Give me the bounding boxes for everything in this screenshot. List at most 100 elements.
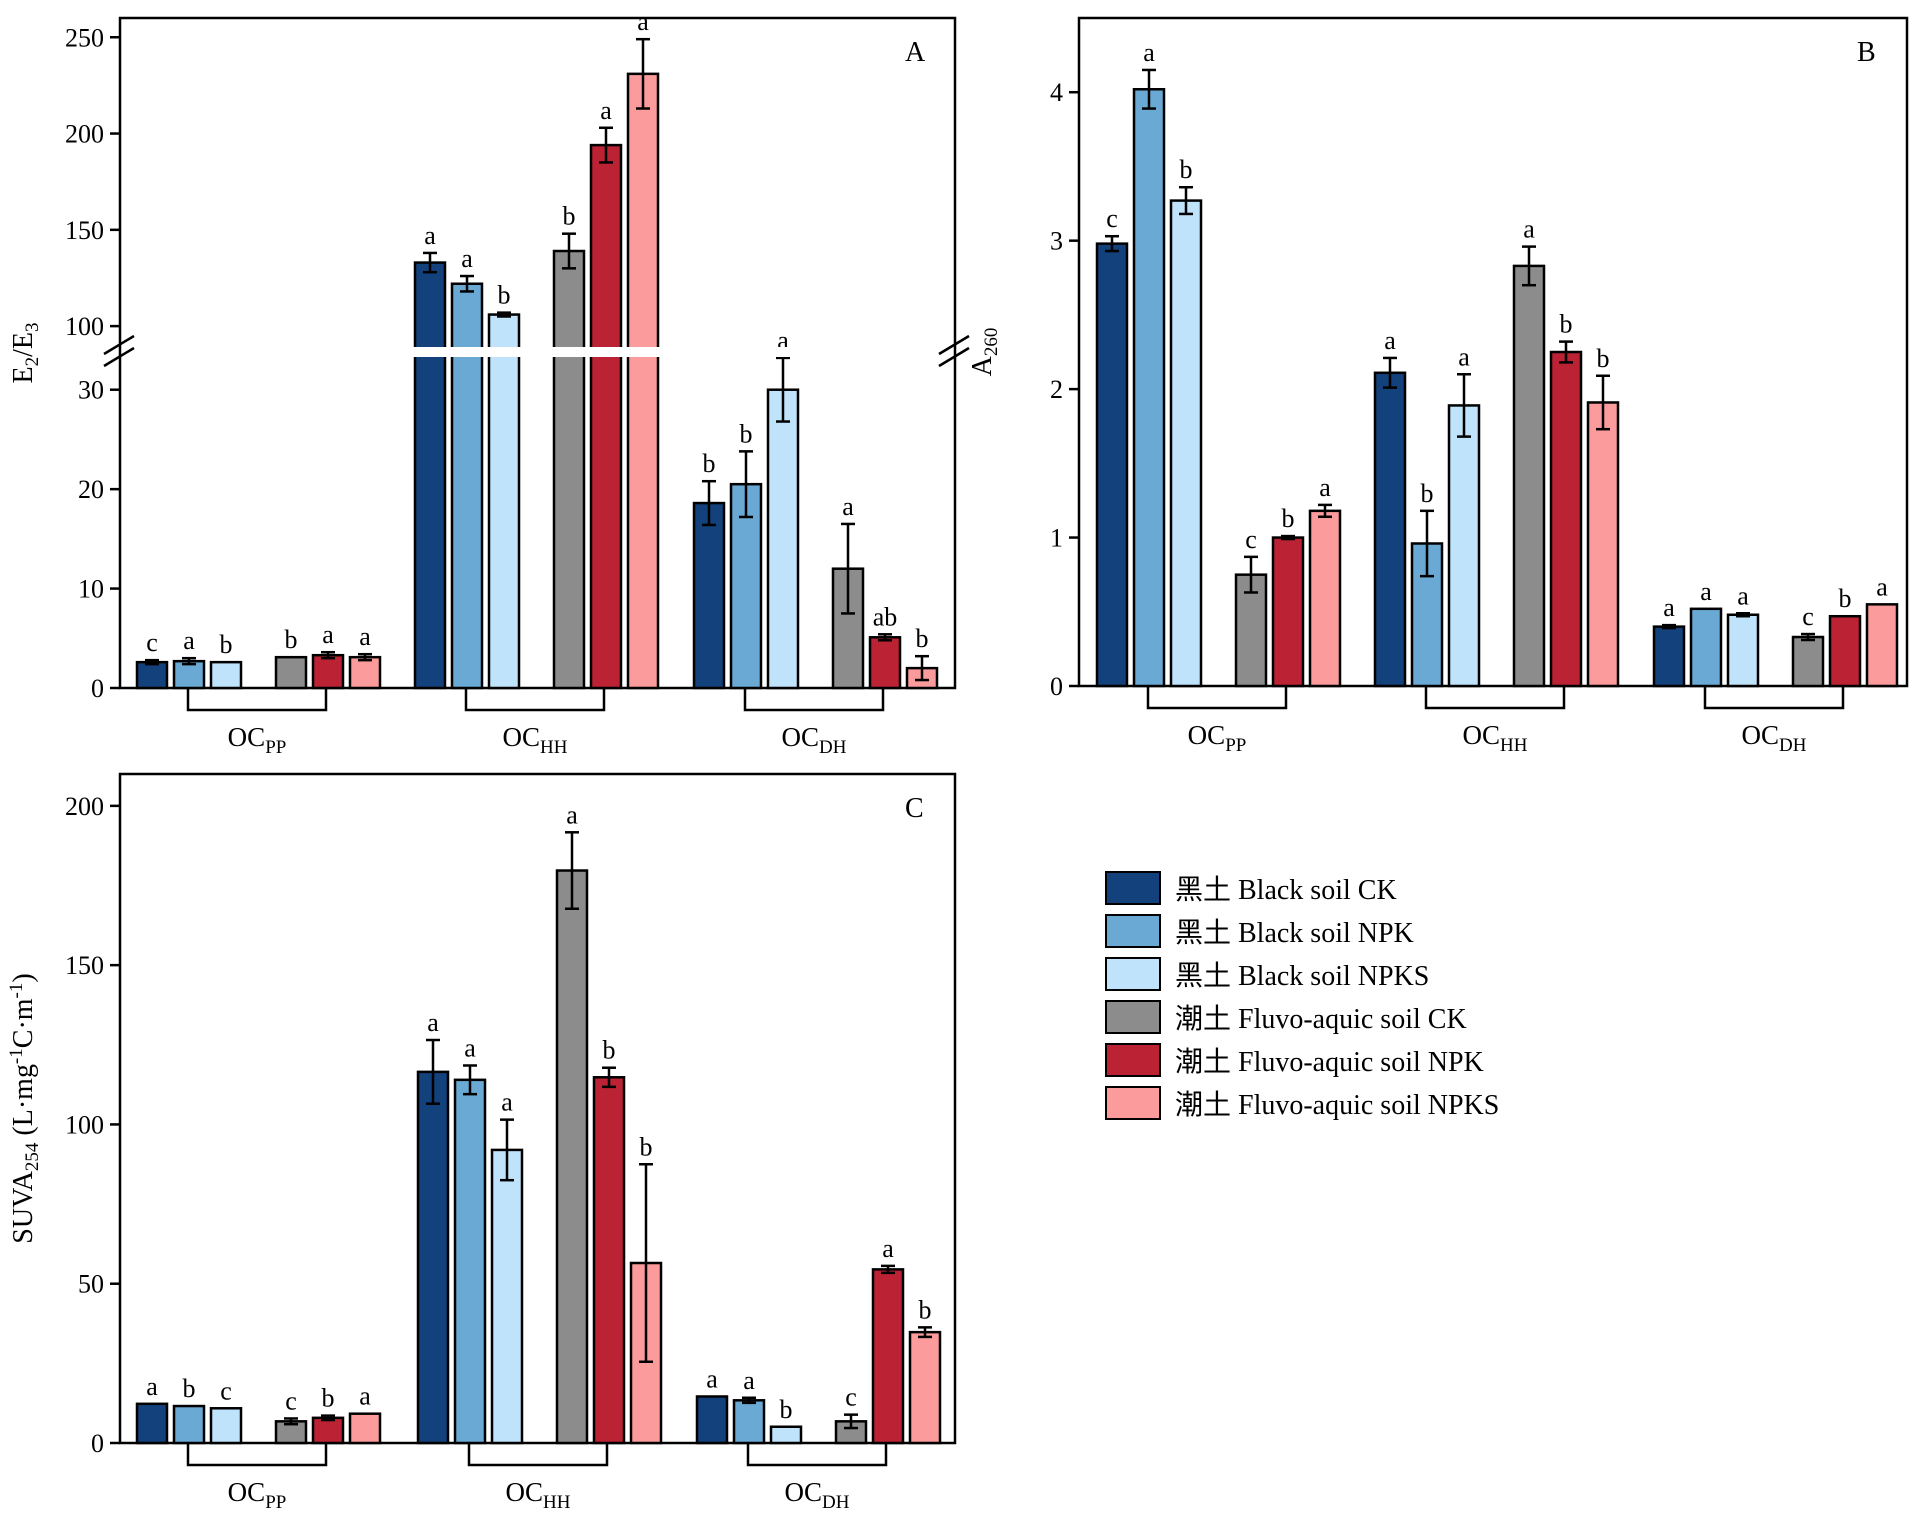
significance-letter: b [780, 1395, 793, 1424]
legend-label: 黑土 Black soil NPK [1175, 917, 1414, 949]
panel-letter: A [905, 37, 926, 68]
bar [908, 1330, 942, 1445]
y-tick-label: 150 [65, 216, 104, 245]
significance-letter: a [183, 626, 195, 655]
legend-item: 黑土 Black soil NPKS [1105, 952, 1499, 995]
legend-swatch [1105, 870, 1161, 905]
bar [1865, 603, 1899, 688]
bar [692, 501, 726, 690]
group-bracket [186, 688, 328, 712]
significance-letter: a [600, 96, 612, 125]
significance-letter: a [1523, 215, 1535, 244]
group-bracket [186, 1443, 328, 1467]
category-label: OCDH [782, 722, 847, 758]
axis-break-gap [122, 347, 953, 357]
significance-letter: b [563, 202, 576, 231]
bar [1373, 371, 1407, 688]
y-tick-label: 1 [1050, 524, 1063, 553]
significance-letter: b [1282, 504, 1295, 533]
significance-letter: a [882, 1234, 894, 1263]
y-tick-label: 10 [78, 575, 104, 604]
category-label: OCHH [503, 722, 568, 758]
bar [1549, 350, 1583, 688]
legend-swatch [1105, 956, 1161, 991]
significance-letter: a [1319, 473, 1331, 502]
significance-letter: a [322, 620, 334, 649]
category-label: OCPP [228, 1477, 287, 1513]
y-tick-label: 200 [65, 120, 104, 149]
significance-letter: a [566, 800, 578, 829]
y-tick-label: 0 [91, 1429, 104, 1458]
axis-break-mark [938, 346, 970, 368]
legend-item: 潮土 Fluvo-aquic soil NPK [1105, 1038, 1499, 1081]
panel-letter: B [1857, 37, 1876, 68]
bar [868, 636, 902, 690]
significance-letter: b [498, 281, 511, 310]
bar [1271, 536, 1305, 688]
bar [589, 143, 623, 690]
significance-letter: b [640, 1132, 653, 1161]
significance-letter: c [845, 1383, 857, 1412]
significance-letter: b [916, 624, 929, 653]
y-tick-label: 150 [65, 951, 104, 980]
bar [732, 1399, 766, 1445]
category-label: OCPP [228, 722, 287, 758]
y-axis-label: SUVA254 (L·mg-1C·m-1) [6, 973, 43, 1243]
bar [1828, 614, 1862, 688]
category-label: OCHH [1463, 720, 1528, 756]
bar [450, 282, 484, 690]
bar [135, 1402, 169, 1445]
significance-letter: a [427, 1008, 439, 1037]
significance-letter: b [1560, 310, 1573, 339]
group-bracket [1146, 686, 1288, 710]
significance-letter: c [1245, 525, 1257, 554]
significance-letter: a [1700, 577, 1712, 606]
significance-letter: c [146, 628, 158, 657]
significance-letter: c [1802, 602, 1814, 631]
axis-break-mark [103, 346, 135, 368]
bar [453, 1078, 487, 1445]
significance-letter: c [285, 1386, 297, 1415]
significance-letter: a [1876, 572, 1888, 601]
bar [1512, 264, 1546, 688]
significance-letter: b [703, 449, 716, 478]
significance-letter: a [359, 622, 371, 651]
significance-letter: b [919, 1295, 932, 1324]
y-tick-label: 100 [65, 312, 104, 341]
bar [1095, 242, 1129, 688]
significance-letter: b [220, 630, 233, 659]
significance-letter: c [1106, 204, 1118, 233]
bar [135, 660, 169, 690]
plot-frame [118, 772, 957, 1445]
y-axis-label: A260​ [967, 328, 1002, 377]
legend-item: 潮土 Fluvo-aquic soil CK [1105, 995, 1499, 1038]
bar [416, 1070, 450, 1445]
bar [1586, 401, 1620, 688]
significance-letter: a [424, 221, 436, 250]
y-tick-label: 2 [1050, 375, 1063, 404]
legend-item: 黑土 Black soil NPK [1105, 909, 1499, 952]
y-tick-label: 30 [78, 376, 104, 405]
category-label: OCDH [1742, 720, 1807, 756]
plot-frame [118, 16, 957, 690]
bar [1791, 635, 1825, 688]
legend-label: 黑土 Black soil CK [1175, 874, 1397, 906]
y-tick-label: 250 [65, 23, 104, 52]
category-label: OCPP [1188, 720, 1247, 756]
significance-letter: a [706, 1364, 718, 1393]
significance-letter: b [603, 1036, 616, 1065]
significance-letter: b [322, 1384, 335, 1413]
bar [348, 1412, 382, 1445]
bar [871, 1268, 905, 1445]
group-bracket [743, 688, 885, 712]
bar [490, 1148, 524, 1445]
significance-letter: a [743, 1366, 755, 1395]
significance-letter: a [464, 1033, 476, 1062]
group-bracket [1703, 686, 1845, 710]
group-bracket [1424, 686, 1566, 710]
bar [1410, 542, 1444, 688]
bar [1308, 509, 1342, 688]
legend-swatch [1105, 1085, 1161, 1120]
